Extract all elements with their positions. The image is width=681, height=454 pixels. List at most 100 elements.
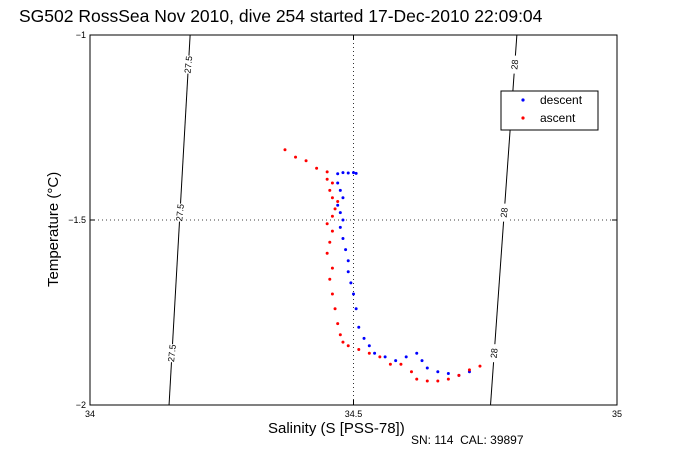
ascent-point	[415, 377, 419, 381]
ascent-point	[436, 379, 440, 383]
contour-label-bg	[499, 203, 510, 222]
descent-point	[346, 270, 350, 274]
legend: descent ascent	[500, 90, 599, 131]
contour-label: 28	[489, 348, 500, 359]
descent-point	[341, 218, 345, 222]
ascent-point	[328, 240, 332, 244]
descent-point	[367, 344, 371, 348]
ascent-point	[330, 214, 334, 218]
ascent-point	[325, 222, 329, 226]
descent-point	[336, 181, 340, 185]
descent-point	[341, 237, 345, 240]
descent-point	[352, 292, 355, 296]
descent-point	[346, 171, 350, 175]
descent-point	[341, 171, 345, 175]
ascent-point	[325, 177, 329, 181]
ascent-point	[336, 322, 340, 326]
descent-point	[420, 359, 424, 363]
y-tick-label: −2	[76, 400, 86, 410]
ascent-point	[446, 377, 450, 381]
legend-marker-ascent	[521, 116, 525, 120]
contour-label: 27.5	[183, 55, 195, 73]
x-tick-label: 34	[85, 409, 95, 419]
descent-point	[404, 355, 408, 359]
legend-label-ascent: ascent	[540, 111, 576, 125]
y-tick-label: −1	[76, 30, 86, 40]
ascent-point	[333, 207, 337, 211]
ascent-point	[399, 362, 403, 366]
contour-label-bg	[509, 55, 520, 74]
ascent-point	[336, 200, 340, 203]
descent-point	[373, 351, 377, 355]
ascent-point	[330, 292, 334, 296]
ascent-point	[425, 379, 429, 383]
ascent-point	[330, 196, 334, 200]
descent-point	[336, 203, 340, 207]
descent-point	[425, 366, 429, 370]
gridlines	[90, 35, 617, 405]
descent-point	[446, 372, 450, 376]
descent-point	[336, 172, 340, 176]
descent-point	[354, 171, 358, 175]
chart-title: SG502 RossSea Nov 2010, dive 254 started…	[19, 6, 543, 26]
legend-label-descent: descent	[540, 93, 583, 107]
ascent-point	[467, 368, 471, 372]
ascent-point	[328, 277, 332, 281]
ascent-point	[409, 370, 413, 374]
data-points	[283, 148, 482, 383]
ascent-point	[294, 155, 298, 159]
descent-point	[344, 248, 348, 252]
descent-point	[394, 359, 398, 363]
ascent-point	[378, 355, 382, 359]
descent-point	[346, 259, 350, 263]
ascent-point	[330, 181, 334, 185]
descent-point	[383, 355, 387, 359]
ascent-point	[333, 307, 337, 311]
descent-point	[338, 211, 342, 215]
legend-marker-descent	[521, 98, 525, 102]
x-tick-label: 35	[612, 409, 622, 419]
descent-point	[338, 225, 342, 229]
descent-point	[354, 307, 358, 311]
ascent-point	[330, 266, 334, 270]
ascent-point	[346, 344, 350, 348]
contour-label: 28	[499, 207, 510, 218]
descent-point	[349, 281, 353, 285]
contour-label: 27.5	[174, 203, 186, 221]
ascent-point	[283, 148, 287, 152]
contour-label: 28	[509, 59, 520, 70]
axis-ticks: 34 34.5 35 −1 −1.5 −2	[68, 30, 622, 419]
ascent-point	[338, 333, 342, 337]
ascent-point	[304, 159, 308, 163]
descent-point	[341, 196, 345, 200]
descent-point	[357, 325, 361, 329]
ascent-point	[478, 364, 482, 368]
contour-label-bg	[183, 55, 194, 74]
footer-text: SN: 114 CAL: 39897	[411, 433, 524, 447]
ascent-point	[341, 340, 345, 344]
contour-label-bg	[175, 203, 186, 222]
x-axis-label: Salinity (S [PSS-78])	[268, 420, 405, 437]
descent-point	[352, 171, 355, 175]
density-contours: 27.5 27.5 27.5 28 28 28	[166, 34, 520, 406]
descent-point	[338, 188, 342, 192]
contour-label-bg	[167, 344, 178, 363]
ascent-point	[457, 373, 461, 377]
x-tick-label: 34.5	[345, 409, 363, 419]
ascent-point	[325, 251, 329, 255]
ascent-point	[328, 188, 332, 192]
ascent-point	[325, 170, 329, 174]
descent-point	[415, 351, 419, 355]
contour-label: 27.5	[166, 344, 178, 362]
descent-point	[436, 370, 440, 374]
ascent-point	[388, 362, 392, 366]
ascent-point	[357, 348, 361, 351]
legend-box	[500, 90, 599, 131]
ascent-point	[330, 229, 334, 233]
descent-point	[362, 336, 366, 340]
ascent-point	[367, 351, 371, 355]
contour-label-bg	[489, 344, 500, 363]
ascent-point	[315, 166, 319, 170]
y-axis-label: Temperature (°C)	[45, 172, 62, 287]
